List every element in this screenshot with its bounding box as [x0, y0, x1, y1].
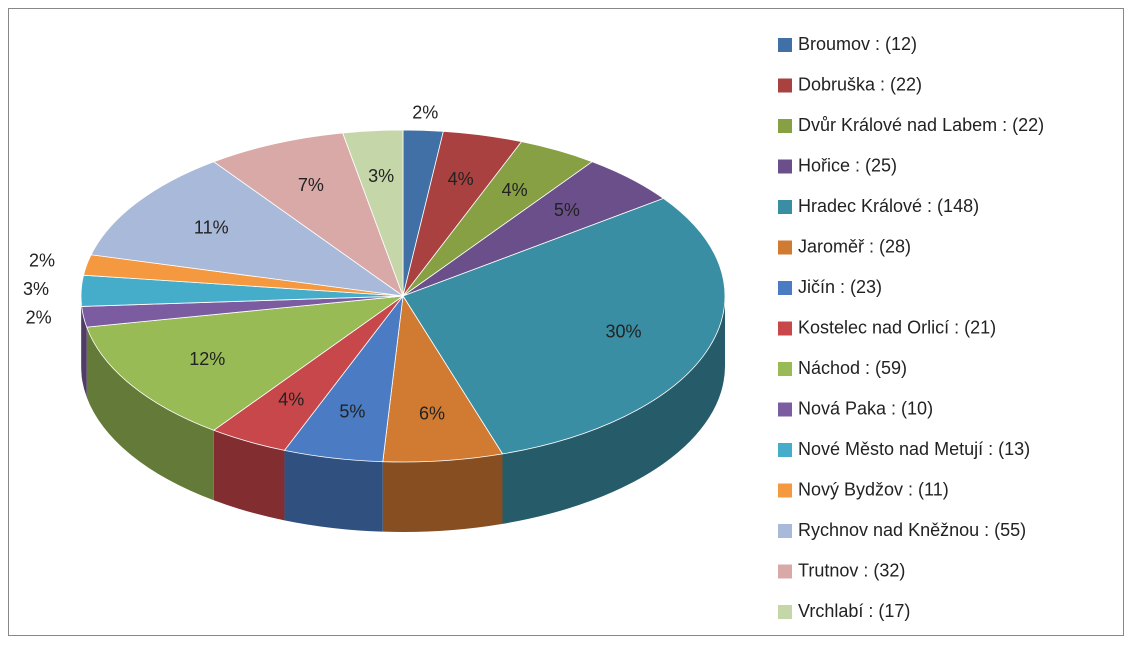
legend-swatch [778, 240, 792, 255]
legend-swatch [778, 119, 792, 133]
legend-swatch [778, 281, 792, 295]
slice [90, 161, 404, 297]
legend-label: Jičín : (23) [798, 277, 882, 297]
data-label: 30% [605, 322, 641, 342]
legend-label: Náchod : (59) [798, 358, 907, 378]
data-label: 4% [278, 389, 304, 409]
slice [86, 295, 405, 431]
data-label: 2% [412, 103, 438, 123]
legend-label: Nový Bydžov : (11) [798, 479, 949, 499]
legend-swatch [778, 483, 792, 498]
data-label: 4% [448, 169, 474, 189]
data-label: 11% [194, 218, 229, 238]
legend-swatch [778, 200, 792, 214]
legend-swatch [778, 443, 792, 457]
legend-swatch [778, 402, 792, 417]
data-label: 4% [502, 180, 528, 200]
legend-swatch [778, 78, 792, 93]
legend-swatch [778, 524, 792, 538]
data-label: 3% [368, 166, 394, 186]
data-label: 5% [554, 200, 580, 220]
legend-label: Kostelec nad Orlicí : (21) [798, 317, 996, 337]
legend-label: Dvůr Králové nad Labem : (22) [798, 115, 1044, 135]
legend-label: Jaroměř : (28) [798, 236, 911, 256]
slice-side [382, 453, 503, 532]
data-label: 7% [298, 175, 324, 195]
slice-side [81, 296, 82, 377]
slice-side [284, 450, 383, 532]
legend-label: Hořice : (25) [798, 155, 897, 175]
data-label: 6% [419, 403, 445, 423]
slice [382, 294, 504, 463]
legend-label: Nová Paka : (10) [798, 398, 933, 418]
slice [402, 197, 726, 455]
legend-label: Nové Město nad Metují : (13) [798, 439, 1030, 459]
legend-label: Hradec Králové : (148) [798, 196, 979, 216]
legend-swatch [778, 362, 792, 376]
data-label: 2% [26, 308, 52, 328]
data-label: 2% [29, 251, 55, 271]
legend-swatch [778, 159, 792, 174]
slice [212, 132, 404, 298]
data-label: 3% [23, 279, 49, 299]
data-label: 5% [339, 401, 365, 421]
legend-label: Broumov : (12) [798, 34, 917, 54]
slice-side [213, 430, 285, 521]
legend-label: Vrchlabí : (17) [798, 601, 910, 621]
legend-swatch [778, 605, 792, 619]
legend-swatch [778, 564, 792, 579]
legend-label: Trutnov : (32) [798, 560, 905, 580]
slice-side [86, 327, 214, 501]
legend-swatch [778, 38, 792, 52]
legend-label: Rychnov nad Kněžnou : (55) [798, 520, 1026, 540]
legend-swatch [778, 321, 792, 336]
data-label: 12% [189, 349, 225, 369]
legend-label: Dobruška : (22) [798, 74, 922, 94]
slice-side [81, 306, 87, 398]
slice-side [502, 296, 725, 524]
slice [342, 129, 404, 297]
